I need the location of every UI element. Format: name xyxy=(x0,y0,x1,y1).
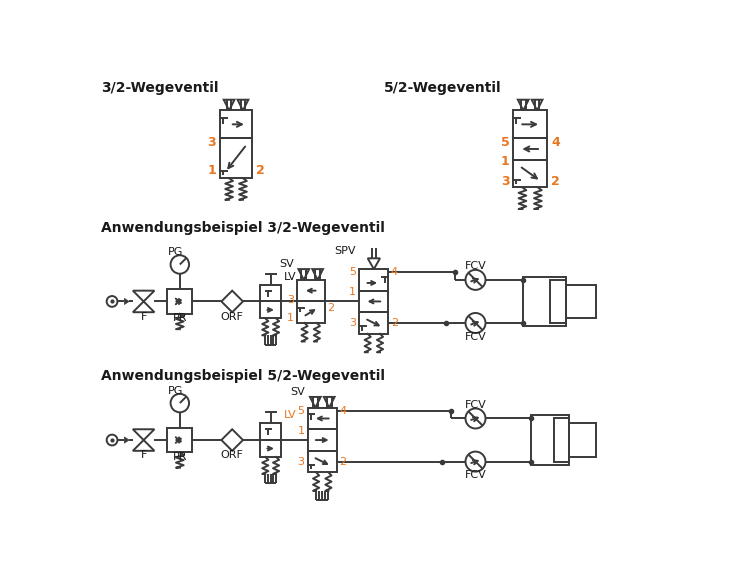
Text: SV: SV xyxy=(289,387,304,397)
Bar xyxy=(523,277,565,326)
Text: LV: LV xyxy=(283,410,296,420)
Text: PG: PG xyxy=(169,247,184,257)
Bar xyxy=(260,285,281,302)
Bar xyxy=(307,408,337,429)
Bar xyxy=(297,280,325,302)
Text: 4: 4 xyxy=(339,406,346,416)
Text: FCV: FCV xyxy=(465,261,486,271)
Bar xyxy=(513,138,547,160)
Bar xyxy=(360,269,389,291)
Bar xyxy=(513,110,547,138)
Text: 1: 1 xyxy=(286,313,294,323)
Bar xyxy=(260,423,281,440)
Text: SV: SV xyxy=(279,259,294,269)
Text: 3: 3 xyxy=(286,295,294,305)
Bar xyxy=(260,302,281,318)
Bar xyxy=(220,110,252,138)
Text: 2: 2 xyxy=(551,175,560,188)
Text: ORF: ORF xyxy=(221,450,244,460)
Bar xyxy=(513,160,547,187)
Text: 5/2-Wegeventil: 5/2-Wegeventil xyxy=(384,81,501,95)
Text: 3: 3 xyxy=(501,175,510,188)
Text: Anwendungsbeispiel 5/2-Wegeventil: Anwendungsbeispiel 5/2-Wegeventil xyxy=(101,369,385,383)
Polygon shape xyxy=(125,437,129,443)
Bar xyxy=(307,451,337,473)
Text: 1: 1 xyxy=(207,164,216,177)
Text: 3: 3 xyxy=(349,318,356,328)
Text: PR: PR xyxy=(172,452,187,462)
Text: 4: 4 xyxy=(391,267,398,277)
Bar xyxy=(297,302,325,323)
Bar xyxy=(360,312,389,334)
Text: SPV: SPV xyxy=(335,245,356,255)
Polygon shape xyxy=(125,298,129,305)
Text: 1: 1 xyxy=(501,155,510,168)
Text: 4: 4 xyxy=(551,136,560,149)
Text: 2: 2 xyxy=(256,164,265,177)
Text: F: F xyxy=(140,312,147,322)
Text: 2: 2 xyxy=(391,318,398,328)
Text: PR: PR xyxy=(172,313,187,323)
Text: ORF: ORF xyxy=(221,312,244,322)
Text: F: F xyxy=(140,450,147,460)
Bar xyxy=(260,440,281,457)
Text: FCV: FCV xyxy=(465,400,486,410)
Text: PG: PG xyxy=(169,386,184,396)
Bar xyxy=(565,285,596,318)
Bar xyxy=(360,291,389,312)
Text: 3: 3 xyxy=(207,136,216,149)
Bar xyxy=(569,423,596,457)
Bar xyxy=(554,419,569,461)
Bar xyxy=(551,280,565,323)
Text: 5: 5 xyxy=(501,136,510,149)
Text: Anwendungsbeispiel 3/2-Wegeventil: Anwendungsbeispiel 3/2-Wegeventil xyxy=(101,221,385,235)
Text: FCV: FCV xyxy=(465,332,486,342)
Bar xyxy=(168,289,192,314)
Bar xyxy=(168,428,192,453)
Bar xyxy=(531,416,569,465)
Text: 2: 2 xyxy=(327,303,334,313)
Text: 5: 5 xyxy=(298,406,304,416)
Text: 2: 2 xyxy=(339,457,346,467)
Text: 3: 3 xyxy=(298,457,304,467)
Text: 1: 1 xyxy=(298,426,304,436)
Text: 5: 5 xyxy=(349,267,356,277)
Bar xyxy=(307,429,337,451)
Bar xyxy=(220,138,252,178)
Text: FCV: FCV xyxy=(465,470,486,481)
Text: 3/2-Wegeventil: 3/2-Wegeventil xyxy=(101,81,219,95)
Text: 1: 1 xyxy=(349,287,356,297)
Text: LV: LV xyxy=(283,272,296,282)
